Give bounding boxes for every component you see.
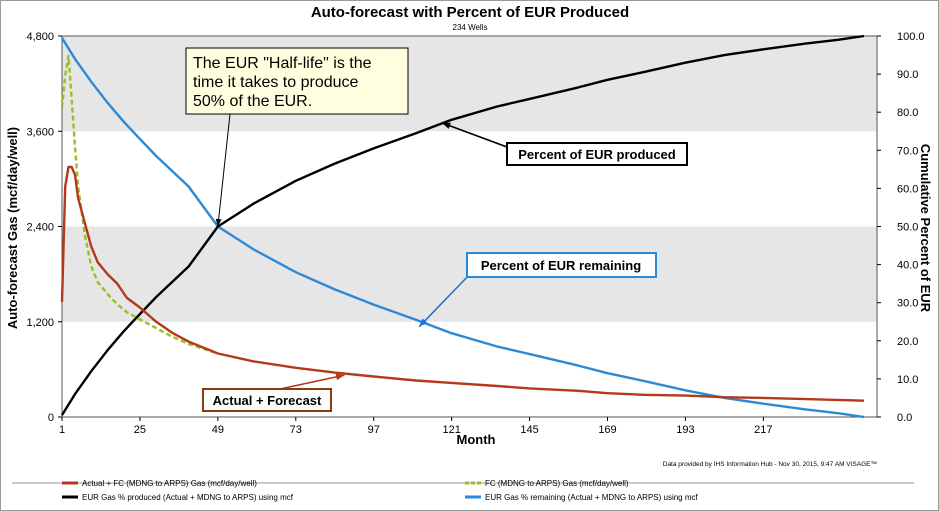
percent-produced-line bbox=[60, 34, 865, 416]
half-life-text-3: 50% of the EUR. bbox=[193, 93, 312, 110]
legend-item-forecast: FC (MDNG to ARPS) Gas (mcf/day/well) bbox=[465, 479, 629, 488]
actual-arrowhead bbox=[335, 373, 345, 381]
plot-band bbox=[62, 131, 877, 227]
actual-callout: Actual + Forecast bbox=[202, 373, 345, 412]
half-life-arrowhead bbox=[215, 218, 222, 227]
series-lines bbox=[60, 34, 865, 419]
right-tick-label: 40.0 bbox=[897, 260, 918, 272]
x-axis-label: Month bbox=[457, 432, 496, 447]
x-tick-label: 145 bbox=[520, 424, 538, 436]
legend-item-remaining: EUR Gas % remaining (Actual + MDNG to AR… bbox=[465, 493, 699, 502]
half-life-box bbox=[185, 47, 409, 115]
actual-forecast-line bbox=[60, 165, 865, 402]
produced-callout: Percent of EUR produced bbox=[441, 122, 688, 166]
legend-label-forecast: FC (MDNG to ARPS) Gas (mcf/day/well) bbox=[485, 479, 629, 488]
left-axis-label: Auto-forecast Gas (mcf/day/well) bbox=[5, 127, 20, 329]
x-axis-ticks: 1 25 49 73 97 121 145 169 193 217 bbox=[59, 417, 773, 436]
remaining-callout: Percent of EUR remaining bbox=[418, 252, 657, 328]
remaining-label: Percent of EUR remaining bbox=[481, 258, 641, 273]
legend-label-produced: EUR Gas % produced (Actual + MDNG to ARP… bbox=[82, 493, 294, 502]
right-tick-label: 100.0 bbox=[897, 31, 925, 43]
legend-label-remaining: EUR Gas % remaining (Actual + MDNG to AR… bbox=[485, 493, 699, 502]
actual-arrow bbox=[279, 374, 345, 390]
half-life-arrow bbox=[217, 113, 231, 227]
chart-title: Auto-forecast with Percent of EUR Produc… bbox=[311, 4, 629, 21]
legend-item-actual: Actual + FC (MDNG to ARPS) Gas (mcf/day/… bbox=[62, 479, 257, 488]
right-tick-label: 80.0 bbox=[897, 107, 918, 119]
legend-label-actual: Actual + FC (MDNG to ARPS) Gas (mcf/day/… bbox=[82, 479, 257, 488]
produced-box bbox=[506, 142, 688, 166]
right-tick-label: 50.0 bbox=[897, 222, 918, 234]
right-axis-ticks: 0.0 10.0 20.0 30.0 40.0 50.0 60.0 70.0 80.0 90.0 1… bbox=[877, 31, 925, 424]
produced-arrow bbox=[441, 122, 516, 151]
x-tick-label: 217 bbox=[754, 424, 772, 436]
percent-remaining-line bbox=[60, 37, 865, 419]
x-tick-label: 121 bbox=[442, 424, 460, 436]
plot-background bbox=[61, 35, 878, 418]
right-tick-label: 30.0 bbox=[897, 298, 918, 310]
right-tick-label: 0.0 bbox=[897, 412, 912, 424]
left-axis-ticks: 0 1,200 2,400 3,600 4,800 bbox=[26, 31, 62, 424]
half-life-text-2: time it takes to produce bbox=[193, 74, 359, 91]
left-tick-label: 0 bbox=[48, 412, 54, 424]
right-tick-label: 20.0 bbox=[897, 336, 918, 348]
actual-label: Actual + Forecast bbox=[213, 393, 322, 408]
data-credit: Data provided by IHS Information Hub - N… bbox=[663, 461, 877, 468]
half-life-callout: The EUR "Half-life" is the time it takes… bbox=[185, 47, 409, 227]
x-tick-label: 97 bbox=[368, 424, 380, 436]
chart-subtitle: 234 Wells bbox=[453, 23, 488, 32]
right-tick-label: 60.0 bbox=[897, 183, 918, 195]
remaining-arrow bbox=[418, 271, 473, 328]
right-tick-label: 70.0 bbox=[897, 145, 918, 157]
legend: Actual + FC (MDNG to ARPS) Gas (mcf/day/… bbox=[12, 479, 914, 502]
produced-arrowhead bbox=[441, 122, 451, 129]
left-tick-label: 1,200 bbox=[26, 317, 54, 329]
forecast-line bbox=[60, 54, 219, 355]
x-tick-label: 169 bbox=[598, 424, 616, 436]
x-tick-label: 25 bbox=[134, 424, 146, 436]
x-tick-label: 73 bbox=[290, 424, 302, 436]
x-tick-label: 1 bbox=[59, 424, 65, 436]
produced-label: Percent of EUR produced bbox=[518, 147, 676, 162]
actual-box bbox=[202, 388, 332, 412]
remaining-box bbox=[466, 252, 657, 278]
legend-item-produced: EUR Gas % produced (Actual + MDNG to ARP… bbox=[62, 493, 294, 502]
right-tick-label: 10.0 bbox=[897, 374, 918, 386]
x-tick-label: 193 bbox=[676, 424, 694, 436]
remaining-arrowhead bbox=[419, 318, 428, 327]
left-tick-label: 3,600 bbox=[26, 126, 54, 138]
right-axis-label: Cumulative Percent of EUR bbox=[918, 144, 933, 313]
x-tick-label: 49 bbox=[212, 424, 224, 436]
left-tick-label: 2,400 bbox=[26, 222, 54, 234]
left-tick-label: 4,800 bbox=[26, 31, 54, 43]
right-tick-label: 90.0 bbox=[897, 69, 918, 81]
half-life-text-1: The EUR "Half-life" is the bbox=[193, 55, 372, 72]
